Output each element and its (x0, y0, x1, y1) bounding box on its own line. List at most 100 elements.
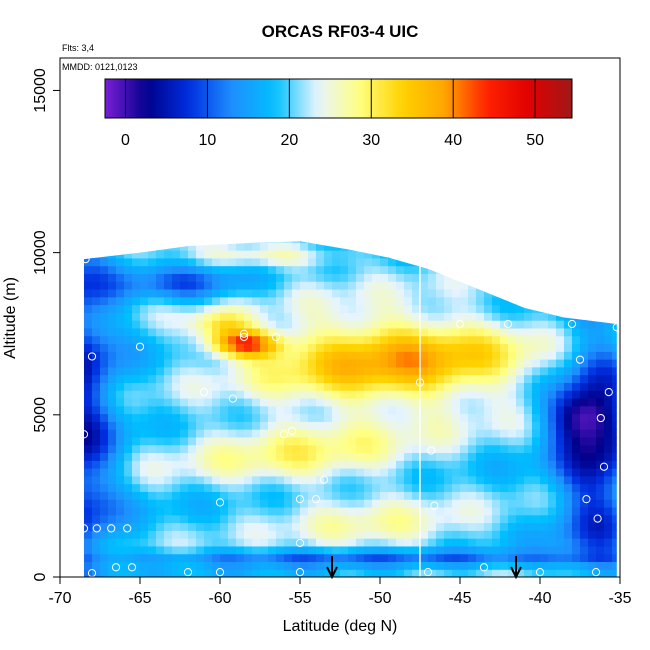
field-cell (524, 227, 533, 235)
field-cell (276, 343, 285, 352)
field-cell (68, 406, 77, 414)
field-cell (548, 250, 557, 259)
field-cell (612, 374, 617, 383)
field-cell (156, 569, 165, 577)
field-cell (500, 265, 509, 274)
field-cell (516, 320, 525, 329)
field-cell (108, 530, 117, 539)
field-cell (356, 413, 365, 422)
field-cell (124, 514, 133, 524)
field-cell (460, 444, 469, 454)
field-cell (356, 444, 365, 454)
field-cell (324, 273, 333, 282)
field-cell (356, 561, 365, 570)
field-cell (428, 227, 437, 235)
field-cell (276, 522, 285, 531)
field-cell (388, 522, 397, 531)
field-cell (492, 241, 501, 243)
field-cell (484, 288, 493, 298)
field-cell (172, 460, 181, 469)
field-cell (292, 475, 301, 485)
field-cell (532, 483, 541, 492)
field-cell (268, 468, 277, 477)
field-cell (220, 452, 229, 461)
field-cell (204, 506, 213, 516)
field-cell (612, 242, 617, 251)
field-cell (228, 281, 237, 290)
field-cell (548, 320, 557, 329)
field-cell (356, 499, 365, 508)
field-cell (188, 514, 197, 524)
field-cell (220, 468, 229, 477)
field-cell (580, 359, 589, 368)
field-cell (276, 460, 285, 469)
field-cell (508, 227, 517, 235)
field-cell (452, 468, 461, 477)
field-cell (324, 257, 333, 267)
field-cell (316, 327, 325, 337)
field-cell (348, 522, 357, 531)
field-cell (572, 374, 581, 383)
field-cell (340, 312, 349, 321)
field-cell (252, 288, 261, 298)
field-cell (436, 413, 445, 422)
field-cell (260, 561, 269, 570)
field-cell (116, 561, 125, 570)
field-cell (612, 530, 617, 539)
field-cell (436, 250, 445, 259)
field-cell (508, 273, 517, 282)
sample-point (183, 568, 193, 577)
field-cell (92, 460, 101, 469)
field-cell (148, 273, 157, 282)
field-cell (332, 514, 341, 524)
field-cell (332, 569, 341, 577)
field-cell (164, 296, 173, 306)
field-cell (68, 554, 77, 562)
field-cell (316, 227, 325, 235)
field-cell (372, 250, 381, 259)
field-cell (468, 335, 477, 345)
field-cell (460, 569, 469, 577)
field-cell (332, 429, 341, 438)
field-cell (452, 296, 461, 306)
field-cell (180, 468, 189, 477)
field-cell (212, 335, 221, 345)
field-cell (188, 359, 197, 368)
field-cell (332, 499, 341, 508)
field-cell (452, 390, 461, 399)
field-cell (164, 522, 173, 531)
field-cell (364, 250, 373, 259)
field-cell (348, 288, 357, 298)
field-cell (164, 312, 173, 321)
field-cell (492, 242, 501, 251)
field-cell (108, 242, 117, 251)
field-cell (92, 273, 101, 282)
field-cell (372, 522, 381, 531)
field-cell (556, 405, 565, 415)
field-cell (556, 241, 565, 243)
field-cell (524, 569, 533, 577)
field-cell (220, 242, 229, 251)
field-cell (164, 561, 173, 570)
field-cell (164, 538, 173, 547)
field-cell (284, 530, 293, 539)
field-cell (428, 553, 437, 563)
field-cell (148, 460, 157, 469)
field-cell (332, 335, 341, 345)
field-cell (428, 288, 437, 298)
field-cell (148, 483, 157, 492)
field-cell (532, 382, 541, 391)
field-cell (532, 405, 541, 415)
field-cell (468, 413, 477, 422)
field-cell (588, 421, 597, 430)
field-cell (508, 288, 517, 298)
field-cell (132, 351, 141, 360)
field-cell (436, 436, 445, 446)
field-cell (108, 538, 117, 547)
colorbar-tick-label: 40 (444, 132, 462, 149)
field-cell (460, 468, 469, 477)
field-cell (460, 483, 469, 492)
field-cell (604, 561, 613, 570)
field-cell (308, 491, 317, 500)
field-cell (564, 569, 573, 577)
